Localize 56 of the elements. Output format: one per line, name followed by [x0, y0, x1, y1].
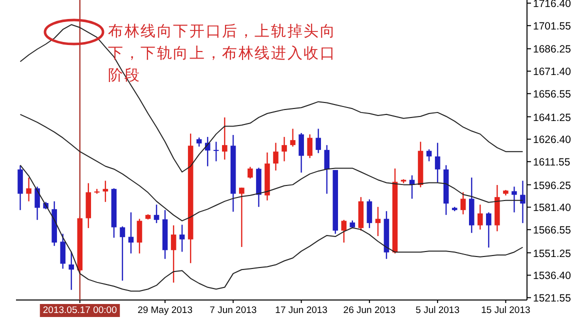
candlestick [324, 144, 330, 194]
y-tick-label: 1596.25 [533, 180, 572, 192]
line-series [20, 164, 524, 292]
candlestick [179, 224, 185, 252]
x-tick-label: 7 Jun 2013 [210, 305, 257, 316]
candlestick [341, 219, 347, 244]
candlestick [434, 142, 440, 184]
x-tick-label: 2013.05.17 00:00 [42, 305, 117, 316]
x-tick-label: 17 Jun 2013 [275, 305, 328, 316]
candlestick [102, 180, 108, 203]
y-tick-label: 1671.40 [533, 66, 572, 78]
candlestick [60, 233, 66, 270]
candlestick [520, 180, 526, 224]
y-tick-label: 1551.25 [533, 248, 572, 260]
y-tick-label: 1716.40 [533, 0, 572, 10]
candlestick [282, 136, 287, 162]
candlestick [120, 226, 126, 282]
candlestick [307, 134, 312, 159]
candlestick [366, 198, 372, 229]
x-tick-label: 29 May 2013 [138, 305, 193, 316]
y-tick-label: 1566.55 [533, 224, 572, 237]
y-tick-label: 1701.55 [533, 20, 572, 33]
candlestick [222, 116, 228, 160]
y-tick-label: 1626.40 [533, 134, 572, 146]
x-tick-label: 26 Jun 2013 [343, 305, 396, 316]
candlestick [460, 192, 466, 215]
candlestick [136, 218, 142, 254]
candlestick [298, 132, 304, 174]
candlestick [375, 206, 381, 237]
x-tick-label: 15 Jul 2013 [481, 305, 530, 316]
candlestick [239, 187, 244, 248]
y-tick-label: 1656.55 [533, 88, 572, 101]
candlestick [68, 251, 74, 290]
x-tick-label: 5 Jul 2013 [416, 305, 460, 316]
candlestick [512, 186, 517, 213]
candlestick [478, 204, 483, 230]
candlestick [128, 212, 134, 254]
candlestick [426, 148, 432, 162]
y-tick-label: 1581.40 [533, 202, 572, 214]
candlestick [316, 128, 321, 154]
candlestick [154, 204, 160, 224]
candlestick [26, 176, 32, 202]
candlestick [34, 186, 40, 220]
candlestick [214, 141, 219, 162]
candlestick [273, 142, 278, 172]
candlestick [170, 224, 176, 284]
candlestick [486, 212, 492, 248]
candlestick [196, 136, 202, 148]
y-tick-label: 1521.55 [533, 292, 572, 305]
y-tick-label: 1611.55 [533, 156, 570, 169]
y-tick-label: 1641.25 [533, 112, 572, 124]
y-tick-label: 1536.40 [533, 270, 572, 282]
candlestick [290, 128, 296, 148]
line-series [20, 24, 524, 172]
y-tick-label: 1686.25 [533, 44, 572, 56]
candlestick [248, 166, 253, 180]
